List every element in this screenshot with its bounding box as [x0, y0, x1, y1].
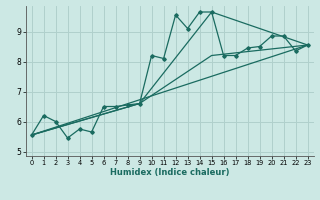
- X-axis label: Humidex (Indice chaleur): Humidex (Indice chaleur): [110, 168, 229, 177]
